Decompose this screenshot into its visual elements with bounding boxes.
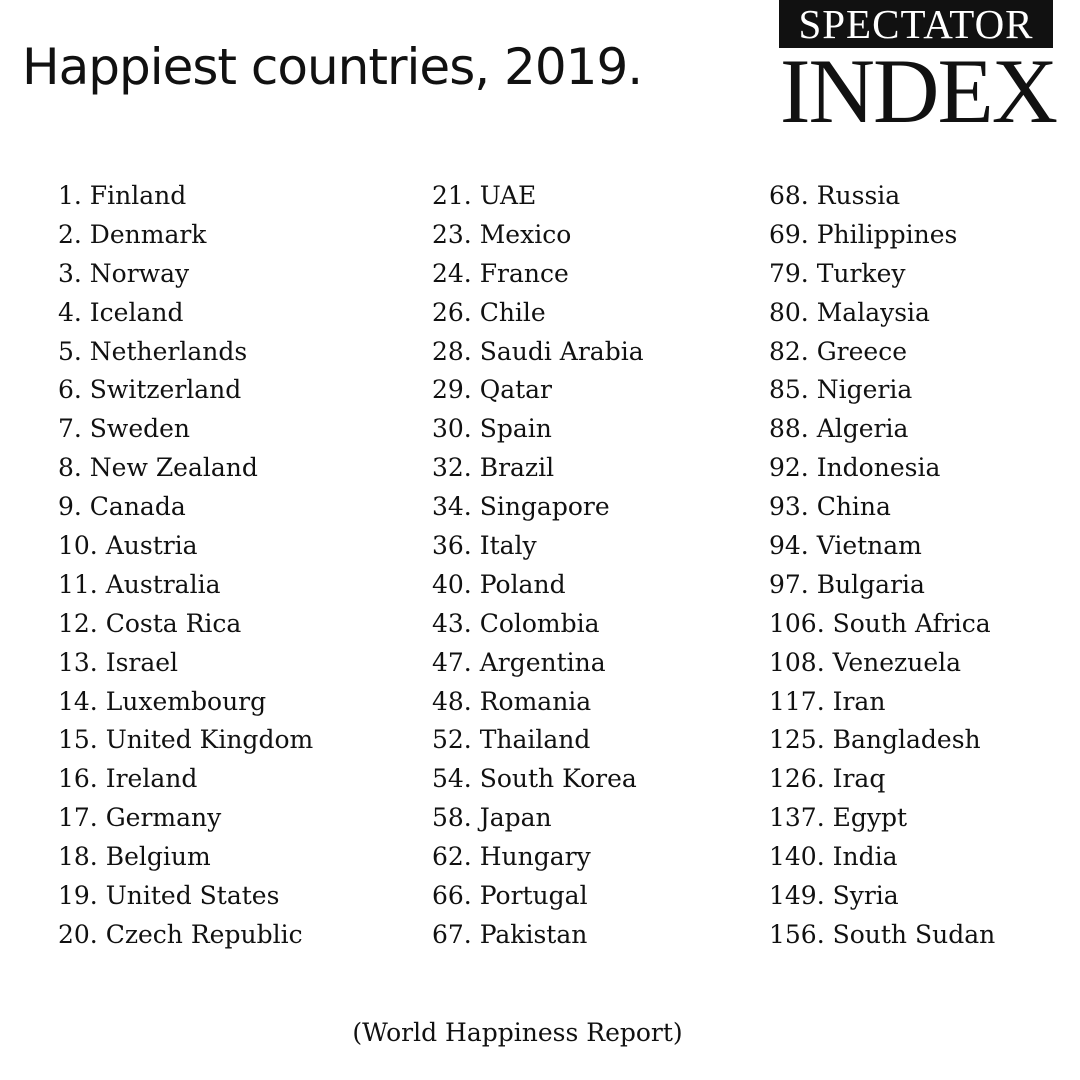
ranking-item: 11. Australia xyxy=(58,569,221,599)
ranking-item: 68. Russia xyxy=(769,181,901,210)
ranking-item: 3. Norway xyxy=(58,258,190,288)
ranking-item: 36. Italy xyxy=(432,531,537,561)
ranking-item: 80. Malaysia xyxy=(769,297,930,327)
ranking-item: 67. Pakistan xyxy=(432,919,588,949)
ranking-item: 10. Austria xyxy=(58,531,198,561)
ranking-item: 19. United States xyxy=(58,881,280,911)
ranking-item: 23. Mexico xyxy=(432,219,572,249)
ranking-item: 43. Colombia xyxy=(432,608,600,638)
ranking-item: 24. France xyxy=(432,258,569,288)
ranking-item: 79. Turkey xyxy=(769,258,906,288)
ranking-item: 54. South Korea xyxy=(432,764,637,794)
ranking-item: 1. Finland xyxy=(58,181,187,210)
ranking-item: 149. Syria xyxy=(769,881,899,911)
ranking-item: 137. Egypt xyxy=(769,803,908,833)
ranking-item: 7. Sweden xyxy=(58,414,191,444)
ranking-item: 48. Romania xyxy=(432,686,592,716)
source-note: (World Happiness Report) xyxy=(352,1018,683,1047)
ranking-column-3: 68. Russia 69. Philippines 79. Turkey 80. M… xyxy=(769,177,995,955)
ranking-item: 5. Netherlands xyxy=(58,336,248,366)
ranking-item: 82. Greece xyxy=(769,336,908,366)
ranking-item: 4. Iceland xyxy=(58,297,184,327)
ranking-item: 29. Qatar xyxy=(432,375,553,405)
ranking-item: 9. Canada xyxy=(58,492,186,522)
ranking-item: 93. China xyxy=(769,492,891,522)
ranking-item: 28. Saudi Arabia xyxy=(432,336,644,366)
ranking-item: 26. Chile xyxy=(432,297,546,327)
ranking-item: 117. Iran xyxy=(769,686,886,716)
ranking-item: 58. Japan xyxy=(432,803,552,833)
ranking-item: 97. Bulgaria xyxy=(769,569,925,599)
ranking-item: 66. Portugal xyxy=(432,881,588,911)
logo-spectator: SPECTATOR xyxy=(779,0,1053,48)
ranking-item: 16. Ireland xyxy=(58,764,198,794)
ranking-item: 108. Venezuela xyxy=(769,647,962,677)
ranking-item: 40. Poland xyxy=(432,569,566,599)
ranking-item: 21. UAE xyxy=(432,181,537,210)
ranking-item: 18. Belgium xyxy=(58,842,211,872)
ranking-item: 140. India xyxy=(769,842,898,872)
ranking-item: 94. Vietnam xyxy=(769,531,922,561)
page-title: Happiest countries, 2019. xyxy=(22,38,643,96)
ranking-item: 30. Spain xyxy=(432,414,552,444)
ranking-item: 8. New Zealand xyxy=(58,453,258,483)
ranking-item: 14. Luxembourg xyxy=(58,686,267,716)
ranking-item: 20. Czech Republic xyxy=(58,919,303,949)
ranking-column-1: 1. Finland 2. Denmark 3. Norway 4. Iceland 5… xyxy=(58,177,313,955)
ranking-item: 156. South Sudan xyxy=(769,919,996,949)
ranking-item: 15. United Kingdom xyxy=(58,725,314,755)
ranking-item: 69. Philippines xyxy=(769,219,958,249)
ranking-item: 125. Bangladesh xyxy=(769,725,981,755)
ranking-item: 92. Indonesia xyxy=(769,453,941,483)
ranking-item: 2. Denmark xyxy=(58,219,207,249)
ranking-column-2: 21. UAE 23. Mexico 24. France 26. Chile 28. … xyxy=(432,177,644,955)
ranking-item: 106. South Africa xyxy=(769,608,991,638)
ranking-item: 6. Switzerland xyxy=(58,375,242,405)
ranking-item: 52. Thailand xyxy=(432,725,591,755)
ranking-item: 126. Iraq xyxy=(769,764,886,794)
ranking-item: 17. Germany xyxy=(58,803,222,833)
ranking-item: 34. Singapore xyxy=(432,492,610,522)
ranking-item: 85. Nigeria xyxy=(769,375,913,405)
logo-index: INDEX xyxy=(779,40,1058,142)
ranking-item: 88. Algeria xyxy=(769,414,909,444)
ranking-item: 32. Brazil xyxy=(432,453,555,483)
ranking-item: 62. Hungary xyxy=(432,842,591,872)
ranking-item: 13. Israel xyxy=(58,647,179,677)
ranking-item: 12. Costa Rica xyxy=(58,608,242,638)
ranking-item: 47. Argentina xyxy=(432,647,606,677)
